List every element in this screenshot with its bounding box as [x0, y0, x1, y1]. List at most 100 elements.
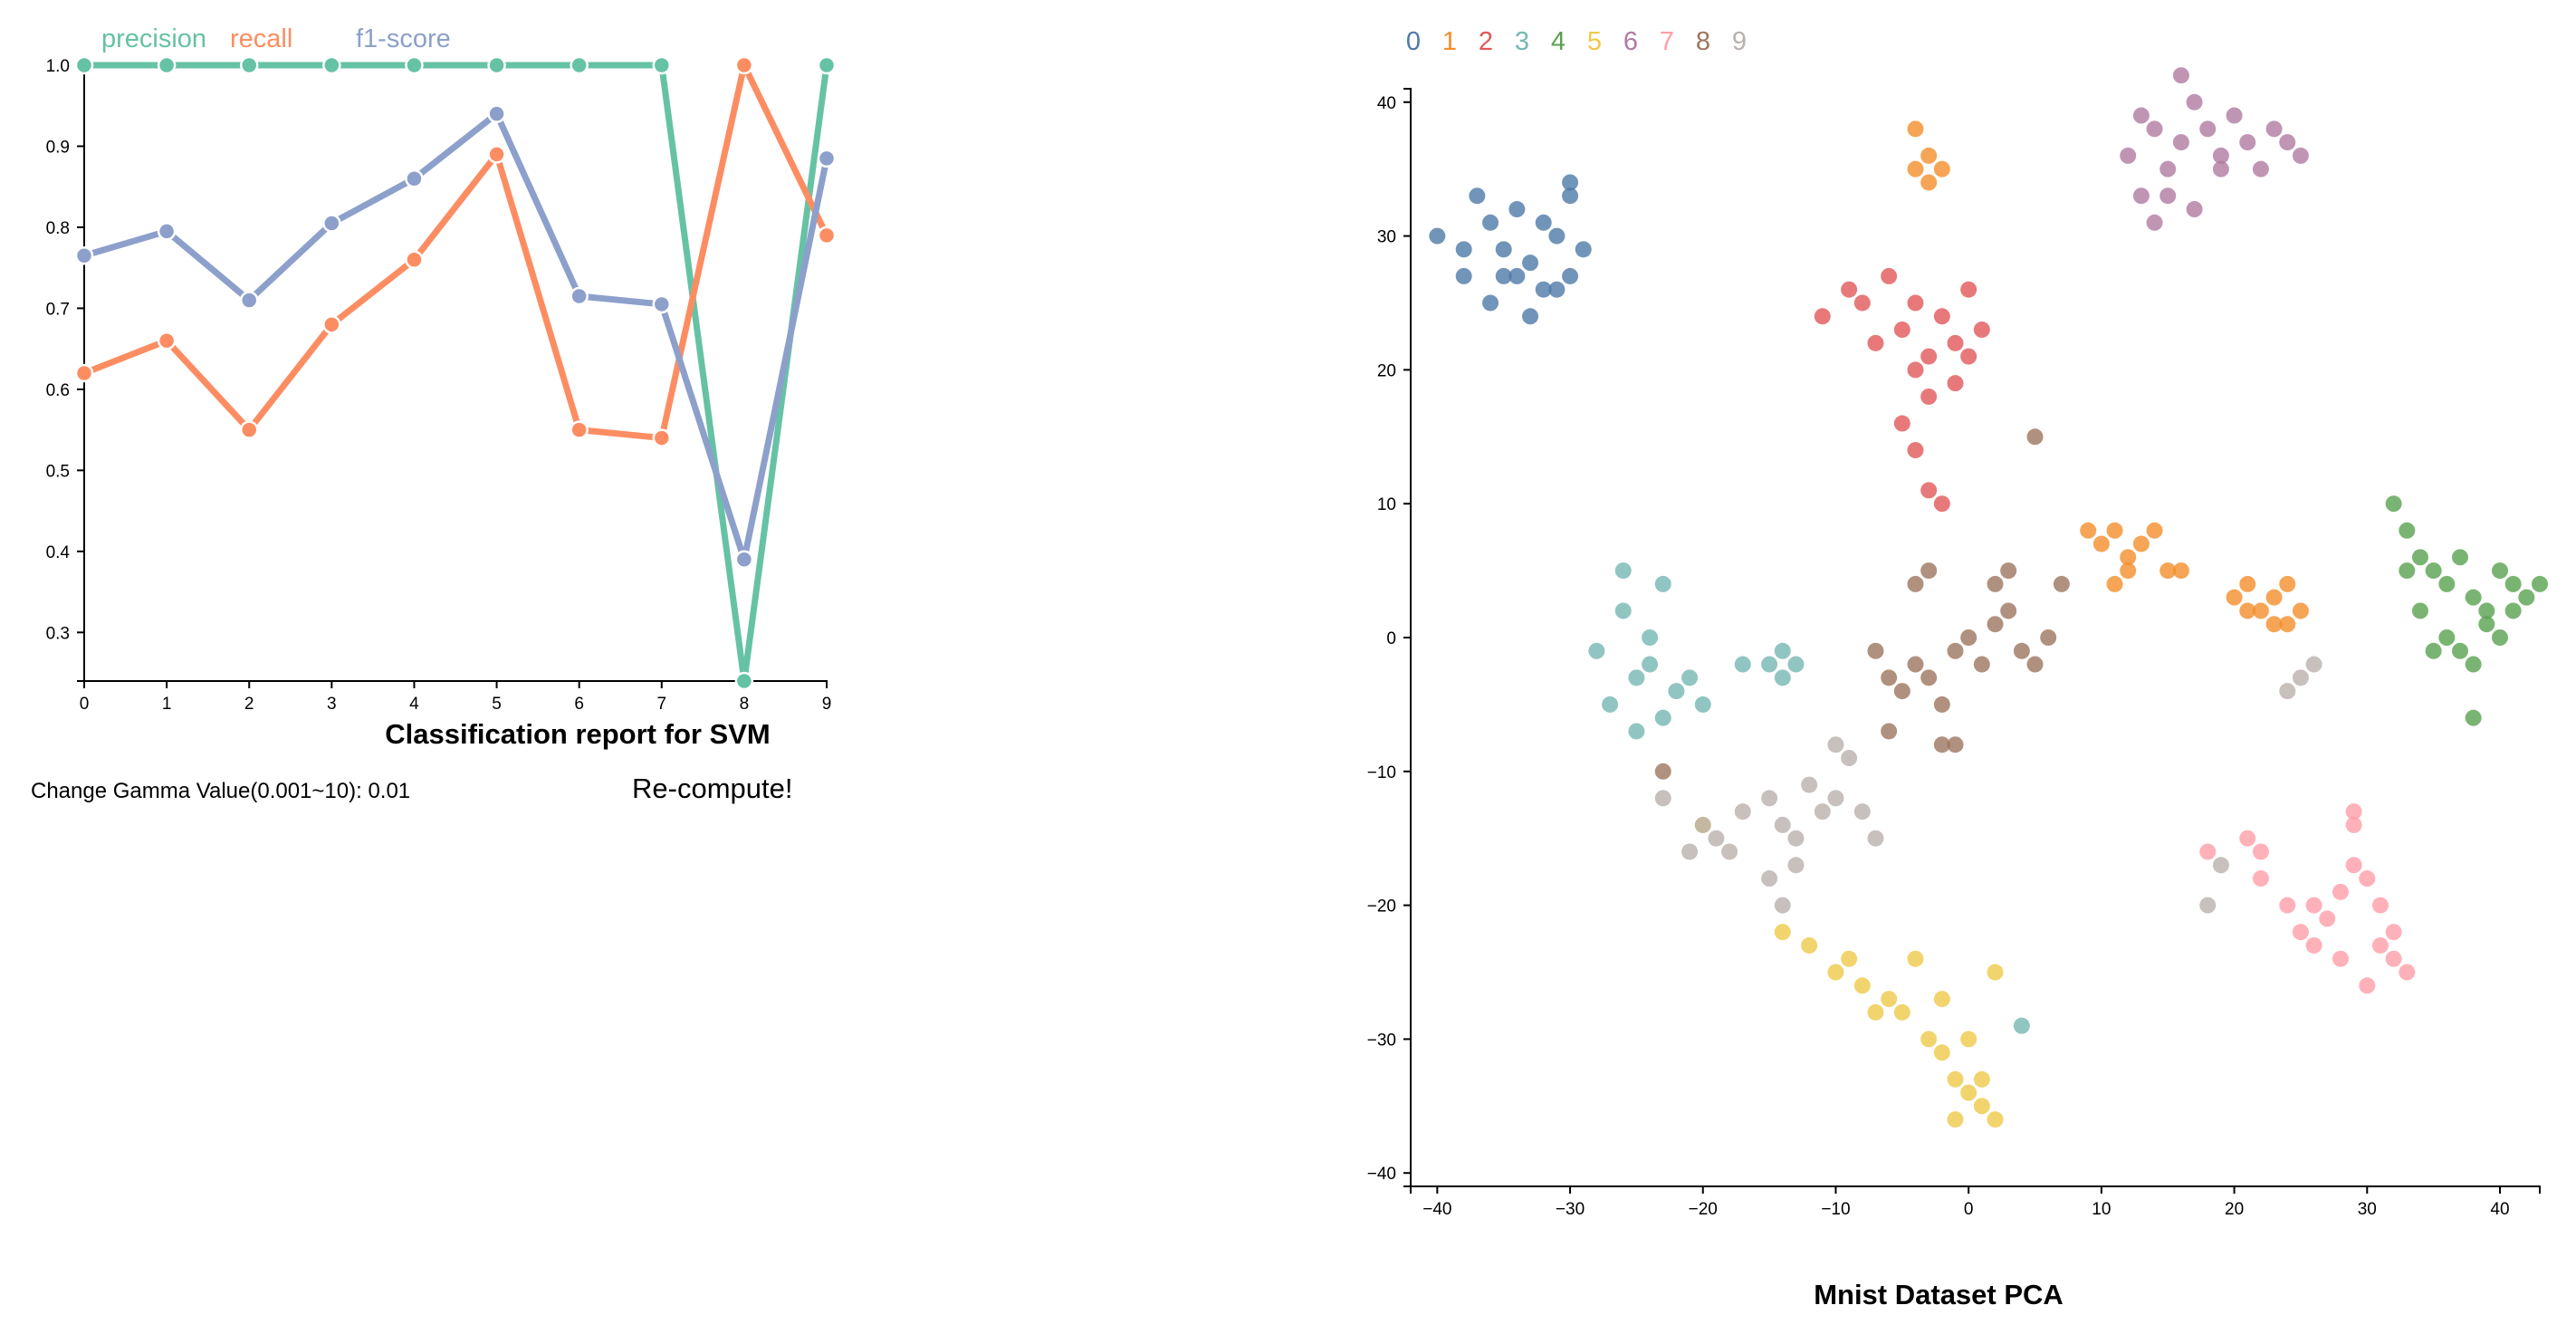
data-point-f1-score — [652, 294, 672, 314]
legend-item-digit-7: 7 — [1660, 27, 1674, 56]
digit-6-point — [2279, 134, 2296, 151]
digit-1-point — [2239, 602, 2256, 619]
report-axes: 0.3 0.4 0.5 0.6 0.7 0.8 0.9 1.0 0 1 2 3 4 5 6 7 8 9 — [46, 57, 832, 714]
data-point-f1-score — [570, 286, 589, 306]
digit-3-point — [1761, 656, 1778, 673]
digit-6-point — [2159, 187, 2177, 205]
legend-item-digit-6: 6 — [1623, 27, 1638, 56]
digit-8-point — [2026, 428, 2044, 446]
pca-axes: −40 −30 −20 −10 0 10 20 30 40 −40 −30 −20 −10 0 10 20 30… — [1367, 88, 2541, 1219]
pca-chart-title: Mnist Dataset PCA — [1814, 1279, 2064, 1310]
digit-2-point — [1920, 482, 1938, 499]
data-point-f1-score — [734, 550, 754, 570]
digit-0-point — [1508, 201, 1526, 218]
digit-9-point — [1787, 830, 1805, 847]
gamma-value-label: Change Gamma Value(0.001~10): 0.01 — [31, 779, 411, 803]
digit-8-point — [1893, 683, 1910, 700]
digit-4-point — [2478, 616, 2495, 633]
digit-6-point — [2172, 67, 2189, 84]
digit-6-point — [2132, 187, 2150, 205]
digit-3-point — [1654, 709, 1671, 726]
digit-9-point — [1841, 750, 1858, 767]
pca-x-tick-label: 0 — [1964, 1200, 1974, 1219]
digit-5-point — [1907, 950, 1924, 967]
legend-item-digit-9: 9 — [1732, 27, 1747, 56]
report-series-points — [74, 55, 837, 691]
pca-y-tick-label: 0 — [1386, 629, 1396, 648]
digit-0-point — [1455, 267, 1472, 284]
digit-2-point — [1853, 294, 1871, 312]
digit-9-point — [1827, 736, 1844, 753]
data-point-precision — [652, 55, 672, 75]
digit-6-point — [2146, 214, 2163, 231]
digit-8-point — [1947, 736, 1964, 753]
report-y-tick-label: 1.0 — [46, 57, 70, 76]
digit-8-point — [1867, 642, 1884, 659]
report-x-tick-label: 3 — [327, 695, 337, 714]
digit-8-point — [1881, 723, 1898, 740]
digit-8-point — [2013, 642, 2030, 659]
data-point-f1-score — [487, 104, 506, 123]
legend-item-recall: recall — [230, 24, 292, 53]
digit-0-point — [1562, 174, 1579, 191]
data-point-precision — [239, 55, 259, 75]
report-y-tick-label: 0.5 — [46, 462, 70, 481]
digit-7-point — [2199, 843, 2217, 860]
data-point-precision — [570, 55, 589, 75]
digit-6-point — [2146, 120, 2163, 138]
digit-6-point — [2186, 201, 2203, 218]
digit-8-point — [2053, 575, 2070, 592]
digit-7-point — [2319, 910, 2336, 927]
pca-x-tick-label: 40 — [2490, 1200, 2509, 1219]
digit-3-point — [1614, 602, 1632, 619]
legend-item-digit-0: 0 — [1406, 27, 1421, 56]
pca-x-tick-label: 10 — [2092, 1200, 2111, 1219]
digit-1-point — [2239, 575, 2256, 592]
digit-8-point — [1907, 656, 1924, 673]
digit-6-point — [2226, 107, 2243, 124]
data-point-recall — [570, 420, 589, 439]
digit-1-point — [2120, 549, 2137, 566]
digit-5-point — [1973, 1070, 1990, 1088]
digit-2-point — [1960, 281, 1977, 298]
digit-5-point — [1774, 924, 1791, 941]
digit-7-point — [2359, 977, 2376, 994]
digit-9-point — [1761, 870, 1778, 888]
data-point-f1-score — [405, 169, 424, 188]
digit-4-point — [2518, 589, 2535, 606]
digit-7-point — [2305, 936, 2322, 954]
digit-7-point — [2359, 870, 2376, 888]
digit-7-point — [2399, 964, 2416, 981]
digit-9-point — [1761, 790, 1778, 807]
digit-8-point — [1960, 629, 1977, 646]
digit-6-point — [2212, 160, 2229, 178]
digit-2-point — [1907, 442, 1924, 459]
digit-6-point — [2212, 147, 2229, 164]
data-point-recall — [322, 315, 341, 334]
report-legend: precision recall f1-score — [101, 24, 451, 53]
digit-7-point — [2332, 883, 2349, 900]
digit-9-point — [1681, 843, 1699, 860]
digit-9-point — [1867, 830, 1884, 847]
digit-4-point — [2451, 549, 2468, 566]
digit-4-point — [2411, 602, 2428, 619]
digit-2-point — [1814, 308, 1831, 325]
data-point-precision — [405, 55, 424, 75]
digit-1-point — [1920, 147, 1938, 164]
digit-1-point — [2092, 535, 2110, 552]
digit-5-point — [1841, 950, 1858, 967]
digit-9-point — [1853, 803, 1871, 821]
digit-7-point — [2252, 870, 2269, 888]
pca-x-tick-label: −40 — [1422, 1200, 1451, 1219]
digit-8-point — [2040, 629, 2057, 646]
digit-1-point — [2132, 535, 2150, 552]
recompute-button[interactable]: Re-compute! — [632, 773, 793, 804]
digit-4-point — [2532, 575, 2548, 592]
digit-0-point — [1429, 227, 1446, 245]
report-x-tick-label: 7 — [656, 695, 666, 714]
digit-6-point — [2132, 107, 2150, 124]
series-line-precision — [84, 62, 830, 685]
digit-6-point — [2120, 147, 2137, 164]
digit-2-point — [1960, 348, 1977, 365]
